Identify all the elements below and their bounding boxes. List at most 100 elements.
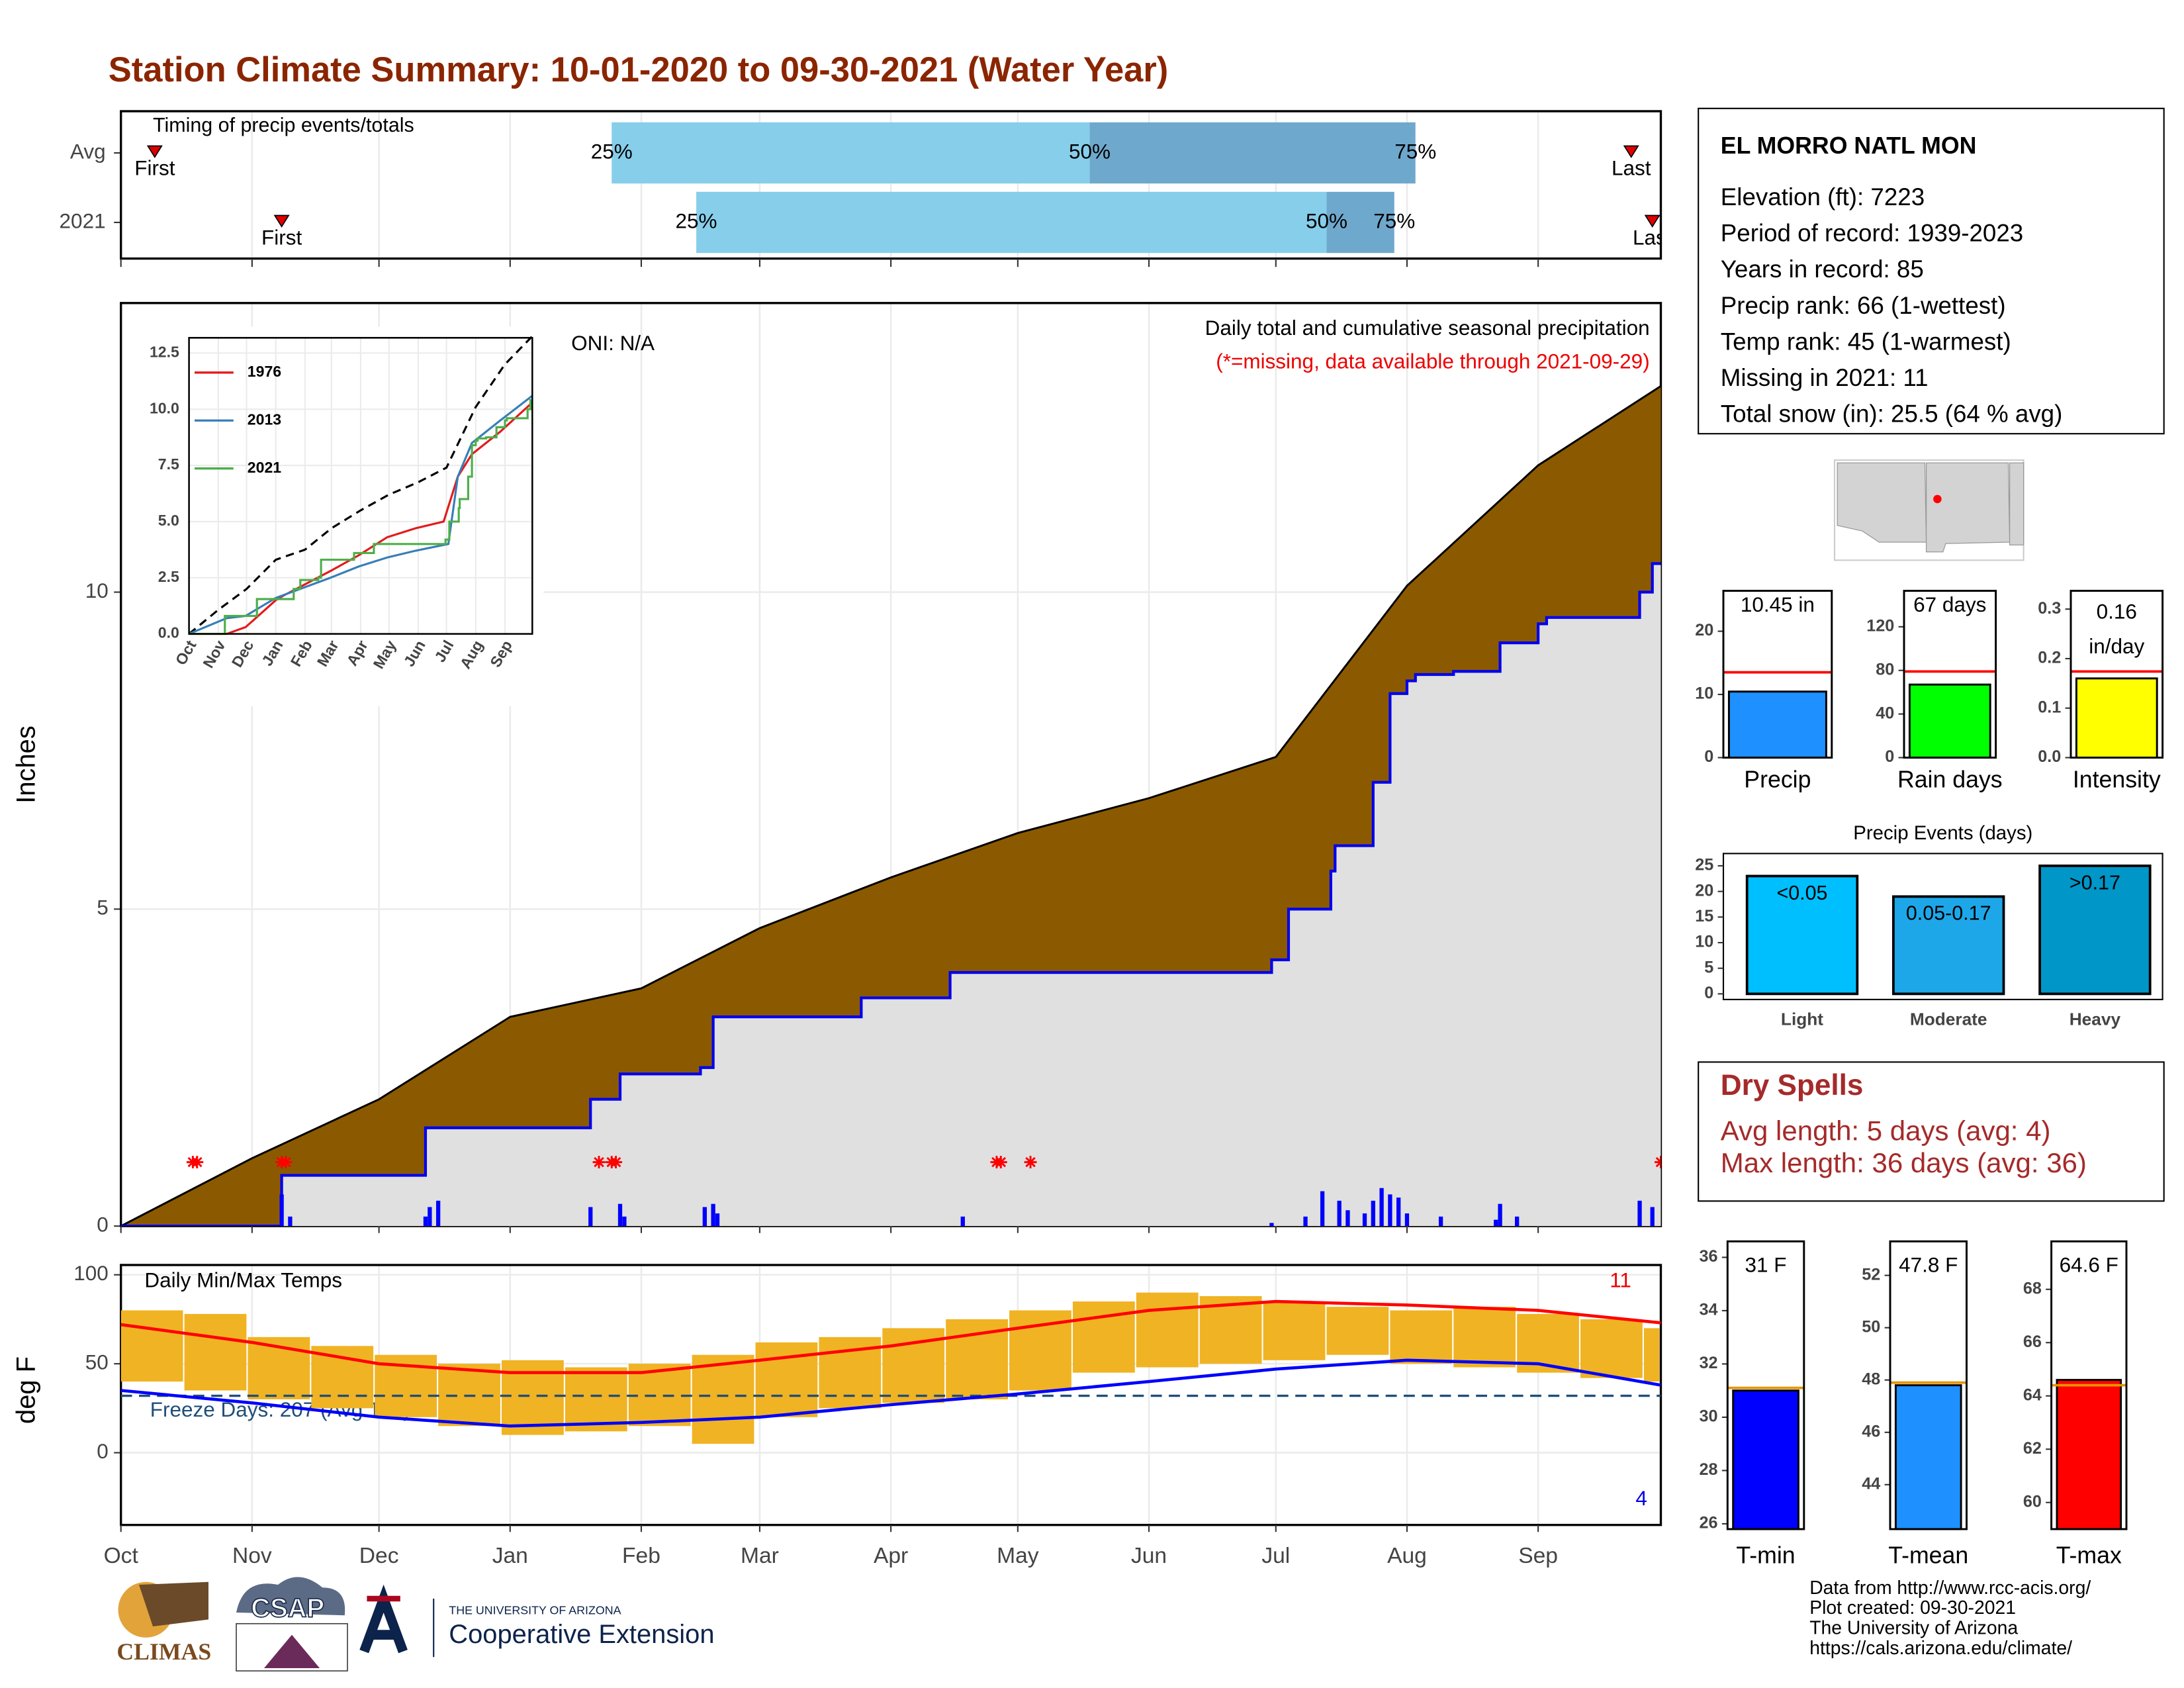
logo-text: THE UNIVERSITY OF ARIZONA bbox=[449, 1604, 621, 1617]
summary-bar: 0.0 0.1 0.2 0.3 Intensity 0.16 in/day bbox=[2038, 590, 2164, 793]
legend-label: 2021 bbox=[248, 459, 282, 476]
daily-range bbox=[184, 1313, 247, 1391]
x-tick-label: Aug bbox=[1387, 1544, 1427, 1568]
summary-bar: 44 46 48 50 52 T-mean 47.8 F bbox=[1862, 1240, 1968, 1568]
y-tick-label: 48 bbox=[1862, 1370, 1880, 1388]
logo-text: CSAP bbox=[251, 1593, 324, 1622]
y-tick-label: 25 bbox=[1695, 856, 1713, 874]
value-label: 0.16 bbox=[2097, 599, 2137, 623]
daily-bar bbox=[1371, 1200, 1375, 1227]
avg-temp-line bbox=[120, 1299, 1661, 1374]
box-border bbox=[1903, 590, 1997, 759]
daily-bar bbox=[1345, 1210, 1350, 1227]
panel-border bbox=[188, 337, 533, 635]
y-tick-label: 2.5 bbox=[158, 568, 179, 585]
daily-bar bbox=[428, 1207, 432, 1227]
daily-bar bbox=[279, 1194, 284, 1227]
y-tick-label: 80 bbox=[1876, 660, 1894, 679]
daily-bar bbox=[435, 1200, 441, 1227]
value-label: 64.6 F bbox=[2060, 1252, 2118, 1276]
timing-panel: 25% 50% 75% First Last 25% 50% 75% First Last Avg 2… bbox=[60, 110, 1662, 267]
y-tick-label: 68 bbox=[2023, 1279, 2042, 1297]
daily-range bbox=[1643, 1328, 1660, 1382]
y-tick-label: 30 bbox=[1700, 1407, 1718, 1426]
missing-marker bbox=[1024, 1156, 1037, 1169]
panel-title: Timing of precip events/totals bbox=[153, 114, 414, 136]
event-label: Last bbox=[1612, 156, 1651, 180]
y-tick-label: 5 bbox=[97, 896, 109, 919]
box-border bbox=[1722, 590, 1833, 759]
inset-line bbox=[188, 335, 533, 635]
info-line: Years in record: 85 bbox=[1721, 256, 1924, 283]
daily-range bbox=[1390, 1310, 1453, 1364]
x-tick-label: Heavy bbox=[2070, 1009, 2121, 1029]
avg-line bbox=[120, 385, 1661, 1227]
value-label: in/day bbox=[2089, 634, 2144, 658]
bar bbox=[1727, 690, 1827, 759]
daily-bar bbox=[423, 1216, 428, 1227]
y-tick-label: 100 bbox=[73, 1261, 109, 1285]
y-tick-label: 10 bbox=[1695, 933, 1713, 951]
value-label: 31 F bbox=[1745, 1252, 1787, 1276]
daily-bar bbox=[588, 1207, 593, 1227]
y-tick-label: 26 bbox=[1700, 1514, 1718, 1532]
daily-bar bbox=[1650, 1207, 1655, 1227]
y-axis-label: deg F bbox=[12, 1356, 41, 1424]
y-tick-label: 62 bbox=[2023, 1439, 2042, 1458]
station-name: EL MORRO NATL MON bbox=[1721, 132, 1977, 159]
quartile-bar bbox=[696, 191, 1327, 254]
bar bbox=[1732, 1389, 1799, 1530]
y-tick-label: 120 bbox=[1866, 617, 1894, 635]
y-tick-label: 10 bbox=[1695, 684, 1713, 703]
daily-bar bbox=[1303, 1216, 1308, 1227]
missing-note: (*=missing, data available through 2021-… bbox=[1216, 349, 1649, 373]
credit-line: The University of Arizona bbox=[1809, 1618, 2018, 1639]
x-tick-label: Feb bbox=[622, 1544, 660, 1568]
y-tick-label: 50 bbox=[85, 1350, 109, 1374]
y-tick-label: 0 bbox=[1704, 747, 1713, 766]
bar-label: Rain days bbox=[1897, 767, 2003, 793]
box-border bbox=[1726, 1240, 1805, 1530]
record-count: 4 bbox=[1635, 1486, 1647, 1510]
y-tick-label: 0.2 bbox=[2038, 649, 2061, 667]
event-marker bbox=[1644, 214, 1661, 228]
info-line: Temp rank: 45 (1-warmest) bbox=[1721, 328, 2011, 355]
y-tick-label: 10 bbox=[85, 579, 109, 602]
bar bbox=[1892, 895, 2005, 996]
daily-bar bbox=[1362, 1213, 1367, 1227]
x-tick-label: Apr bbox=[874, 1544, 908, 1568]
obs-line bbox=[120, 562, 1661, 1227]
y-tick-label: 0 bbox=[1704, 984, 1713, 1002]
bar bbox=[1908, 683, 1991, 759]
y-tick-label: 60 bbox=[2023, 1492, 2042, 1511]
y-tick-label: 15 bbox=[1695, 907, 1713, 925]
dry-spell-line: Max length: 36 days (avg: 36) bbox=[1721, 1147, 2087, 1178]
x-tick-label: Sep bbox=[1518, 1544, 1558, 1568]
summary-bar: 26 28 30 32 34 36 T-min 31 F bbox=[1700, 1240, 1805, 1568]
quartile-label: 25% bbox=[676, 209, 717, 232]
daily-bar bbox=[622, 1216, 627, 1227]
daily-bar bbox=[288, 1216, 293, 1227]
oni-note: ONI: N/A bbox=[571, 331, 655, 355]
box-border bbox=[2070, 590, 2164, 759]
daily-range bbox=[120, 1310, 183, 1382]
record-count: 11 bbox=[1610, 1268, 1631, 1292]
title: Station Climate Summary: 10-01-2020 to 0… bbox=[109, 50, 1168, 89]
daily-bar bbox=[1388, 1194, 1392, 1227]
box-border bbox=[1889, 1240, 1968, 1530]
quartile-label: 50% bbox=[1069, 139, 1111, 163]
daily-range bbox=[565, 1367, 627, 1432]
quartile-bar bbox=[1326, 191, 1394, 254]
value-label: 67 days bbox=[1913, 592, 1986, 616]
quartile-label: 50% bbox=[1306, 209, 1347, 232]
logo-text: Cooperative Extension bbox=[449, 1620, 714, 1649]
daily-bar bbox=[1269, 1223, 1274, 1227]
bar-label: Intensity bbox=[2073, 767, 2161, 793]
dry-spells-box: Dry Spells Avg length: 5 days (avg: 4)Max… bbox=[1698, 1061, 2165, 1202]
missing-marker bbox=[994, 1156, 1007, 1169]
footer: Data from http://www.rcc-acis.org/Plot c… bbox=[116, 1577, 2091, 1665]
bar-label: Precip bbox=[1744, 767, 1811, 793]
x-tick-label: Oct bbox=[104, 1544, 139, 1568]
